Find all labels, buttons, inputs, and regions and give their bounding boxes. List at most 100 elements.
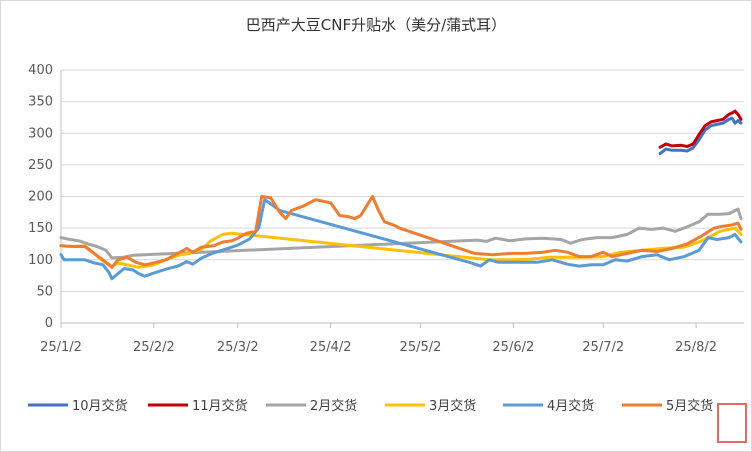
data-point bbox=[254, 230, 257, 233]
series-line bbox=[59, 198, 743, 281]
data-point bbox=[371, 195, 374, 198]
data-point bbox=[569, 242, 572, 245]
data-point bbox=[659, 152, 661, 155]
data-point bbox=[707, 236, 709, 239]
data-point bbox=[96, 245, 98, 248]
data-point bbox=[263, 198, 266, 201]
data-point bbox=[347, 215, 350, 218]
data-point bbox=[683, 255, 685, 258]
data-point bbox=[236, 244, 239, 247]
data-point bbox=[659, 146, 661, 148]
data-point bbox=[611, 255, 613, 258]
data-point bbox=[578, 255, 581, 258]
data-point bbox=[123, 267, 125, 270]
data-point bbox=[560, 238, 563, 241]
data-point bbox=[60, 245, 62, 247]
data-point bbox=[192, 251, 194, 253]
data-point bbox=[680, 144, 682, 147]
data-point bbox=[692, 146, 694, 149]
data-point bbox=[135, 261, 137, 264]
data-point bbox=[314, 198, 317, 201]
data-point bbox=[734, 122, 736, 124]
data-point bbox=[590, 255, 593, 258]
data-point bbox=[177, 252, 179, 255]
data-point bbox=[626, 260, 628, 262]
data-point bbox=[329, 202, 332, 204]
y-axis: 0 50 100 150 200 250 300 350 400 bbox=[28, 63, 62, 331]
data-point bbox=[132, 269, 134, 271]
data-point bbox=[740, 217, 742, 220]
data-point bbox=[728, 236, 730, 239]
data-point bbox=[260, 195, 263, 198]
data-point bbox=[722, 122, 724, 124]
data-point bbox=[704, 129, 706, 131]
series-4 bbox=[59, 198, 743, 281]
data-point bbox=[620, 251, 622, 253]
data-point bbox=[650, 228, 652, 231]
data-point bbox=[674, 230, 676, 233]
data-point bbox=[722, 118, 724, 121]
y-tick-label: 0 bbox=[45, 316, 53, 331]
series-line bbox=[59, 195, 743, 269]
data-point bbox=[224, 248, 227, 250]
data-point bbox=[716, 119, 718, 122]
data-point bbox=[638, 227, 640, 229]
data-point bbox=[662, 227, 664, 229]
data-point bbox=[63, 258, 65, 261]
data-point bbox=[87, 243, 89, 245]
data-point bbox=[698, 249, 700, 252]
data-point bbox=[189, 252, 191, 255]
data-point bbox=[138, 272, 140, 275]
data-point bbox=[78, 239, 80, 242]
data-point bbox=[153, 272, 155, 274]
data-point bbox=[186, 260, 188, 263]
data-point bbox=[737, 222, 739, 224]
data-point bbox=[353, 217, 356, 220]
data-point bbox=[524, 252, 527, 255]
data-point bbox=[153, 262, 155, 264]
data-point bbox=[138, 266, 140, 269]
series-0 bbox=[658, 116, 743, 155]
data-point bbox=[737, 208, 739, 210]
data-point bbox=[126, 256, 128, 259]
grid-layer bbox=[61, 69, 744, 324]
data-point bbox=[698, 133, 700, 136]
x-tick-label: 25/5/2 bbox=[400, 340, 442, 355]
data-point bbox=[626, 252, 628, 255]
data-point bbox=[641, 249, 643, 252]
series-layer bbox=[59, 109, 743, 281]
data-point bbox=[686, 150, 688, 152]
data-point bbox=[734, 227, 736, 229]
data-point bbox=[581, 238, 584, 241]
data-point bbox=[536, 261, 539, 264]
data-point bbox=[84, 245, 86, 248]
x-tick-label: 25/2/2 bbox=[133, 340, 175, 355]
data-point bbox=[740, 118, 742, 121]
data-point bbox=[737, 119, 739, 122]
data-point bbox=[111, 257, 113, 259]
data-point bbox=[740, 241, 742, 243]
data-point bbox=[236, 237, 239, 240]
data-point bbox=[230, 239, 233, 242]
data-point bbox=[737, 113, 739, 116]
data-point bbox=[117, 272, 119, 275]
data-point bbox=[383, 221, 386, 223]
data-point bbox=[117, 258, 119, 261]
data-point bbox=[509, 252, 512, 255]
data-point bbox=[144, 275, 146, 277]
data-point bbox=[548, 256, 551, 259]
data-point bbox=[177, 265, 179, 267]
series-2 bbox=[59, 207, 743, 260]
data-point bbox=[656, 250, 658, 253]
data-point bbox=[209, 239, 212, 242]
data-point bbox=[671, 145, 673, 147]
data-point bbox=[728, 212, 730, 215]
data-point bbox=[686, 243, 688, 245]
data-point bbox=[102, 264, 104, 266]
data-point bbox=[602, 255, 605, 258]
x-tick-label: 25/3/2 bbox=[217, 340, 259, 355]
y-tick-label: 200 bbox=[28, 190, 53, 205]
data-point bbox=[596, 236, 599, 239]
data-point bbox=[719, 230, 721, 233]
